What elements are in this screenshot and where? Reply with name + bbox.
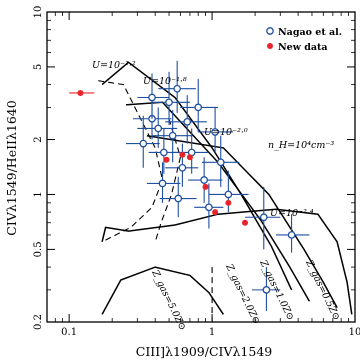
filled-circle-marker xyxy=(202,183,209,190)
filled-circle-marker xyxy=(225,199,232,206)
annotation-u-1-8: U=10⁻¹·⁸ xyxy=(143,76,187,87)
nagao-point xyxy=(137,107,178,148)
legend-marker-nagao xyxy=(266,27,274,35)
nagao-point xyxy=(158,60,196,113)
nagao-point xyxy=(188,157,223,203)
open-circle-marker xyxy=(211,128,219,136)
y-tick-label: 2 xyxy=(33,136,44,142)
filled-circle-marker xyxy=(186,154,193,161)
nagao-point xyxy=(152,71,190,126)
filled-circle-marker xyxy=(212,209,219,216)
nagao-point xyxy=(126,115,160,168)
open-circle-marker xyxy=(160,148,168,157)
axis-ticks: 0.1 1 10 0.2 0.5 1 2 5 10 xyxy=(33,6,360,338)
y-tick-label: 1 xyxy=(33,191,44,197)
x-tick-label: 1 xyxy=(209,327,215,338)
annotation-z-2-0: Z_gas=2.0Z⊙ xyxy=(223,262,262,327)
annotation-u-1-2: U=10⁻¹·² xyxy=(92,60,136,71)
y-axis-title: CIVλ1549/HeIIλ1640 xyxy=(4,100,19,235)
open-circle-marker xyxy=(200,176,208,184)
new-data-point xyxy=(202,183,209,190)
open-circle-marker xyxy=(205,203,213,212)
new-data-point xyxy=(179,151,186,158)
annotation-u-2-0: U=10⁻²·⁰ xyxy=(204,127,248,138)
open-circle-marker xyxy=(173,84,182,93)
open-circle-marker xyxy=(287,231,296,239)
legend-label-nagao: Nagao et al. xyxy=(278,27,342,38)
grid-curve xyxy=(146,134,338,308)
plot-area-border xyxy=(46,11,356,323)
filled-circle-marker xyxy=(163,156,170,163)
open-circle-marker xyxy=(194,103,203,112)
open-circle-marker xyxy=(174,194,183,203)
nagao-point xyxy=(275,214,310,253)
open-circle-marker xyxy=(139,139,148,148)
nagao-point xyxy=(194,183,224,229)
open-circle-marker xyxy=(154,124,163,133)
nagao-point xyxy=(146,162,181,203)
x-tick-label: 10 xyxy=(349,327,360,338)
open-circle-marker xyxy=(183,118,192,126)
open-circle-marker xyxy=(168,131,177,140)
open-circle-marker xyxy=(224,190,233,199)
nagao-point xyxy=(198,107,233,153)
legend: Nagao et al. New data xyxy=(266,27,342,53)
annotation-density: n_H=10⁴cm⁻³ xyxy=(268,140,334,151)
y-tick-label: 0.5 xyxy=(33,241,44,257)
nagao-point xyxy=(251,267,281,311)
grid-curve xyxy=(101,61,293,291)
filled-circle-marker xyxy=(77,89,84,96)
open-circle-marker xyxy=(158,179,167,188)
y-tick-label: 0.2 xyxy=(33,314,44,330)
data-points xyxy=(69,60,310,311)
nagao-point xyxy=(201,135,240,187)
nagao-point xyxy=(137,73,170,119)
open-circle-marker xyxy=(216,158,225,167)
annotation-z-0-5: Z_gas=0.5Z⊙ xyxy=(303,258,342,323)
new-data-point xyxy=(242,219,249,226)
grid-curve xyxy=(101,266,225,315)
annotation-u-2-4: U=10⁻²·⁴ xyxy=(270,208,314,219)
nagao-point xyxy=(173,128,209,174)
grid-curve xyxy=(98,80,164,243)
open-circle-marker xyxy=(262,286,271,294)
legend-label-new-data: New data xyxy=(278,42,328,53)
open-circle-marker xyxy=(165,98,173,107)
y-tick-label: 10 xyxy=(33,6,44,19)
plot-frame xyxy=(46,11,356,323)
nagao-point xyxy=(208,170,249,213)
nagao-point xyxy=(180,78,218,132)
open-circle-marker xyxy=(178,163,187,172)
grid-curve xyxy=(101,208,353,315)
new-data-point xyxy=(163,156,170,163)
filled-circle-marker xyxy=(242,219,249,226)
nagao-point xyxy=(245,186,281,250)
open-circle-marker xyxy=(148,93,156,102)
new-data-point xyxy=(212,209,219,216)
new-data-point xyxy=(186,154,193,161)
nagao-point xyxy=(165,95,207,144)
x-axis-title: CIII]λ1909/CIVλ1549 xyxy=(136,344,273,359)
new-data-point xyxy=(225,199,232,206)
x-tick-label: 0.1 xyxy=(61,327,77,338)
grid-curve xyxy=(154,118,181,242)
legend-marker-new-data xyxy=(267,43,273,49)
open-circle-marker xyxy=(259,213,268,222)
nagao-point xyxy=(165,143,199,187)
new-data-point xyxy=(69,89,95,96)
nagao-point xyxy=(152,110,193,163)
y-tick-label: 5 xyxy=(33,64,44,70)
filled-circle-marker xyxy=(179,151,186,158)
